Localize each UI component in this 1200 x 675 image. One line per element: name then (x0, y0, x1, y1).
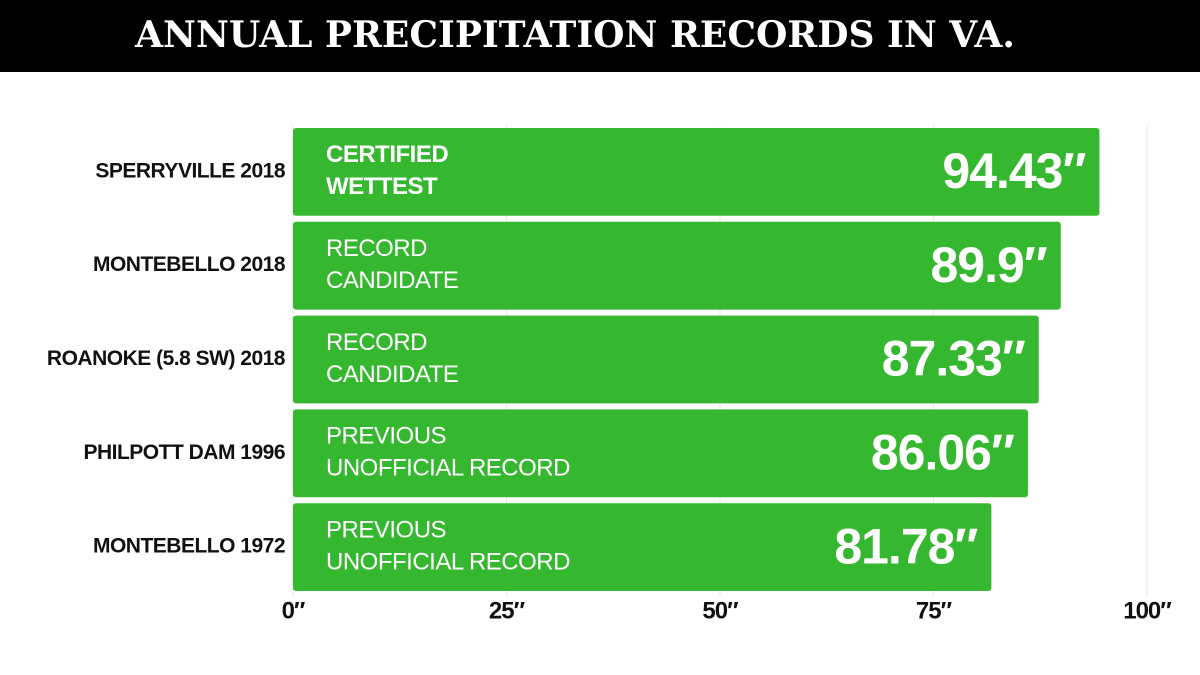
category-label: MONTEBELLO 1972 (93, 535, 285, 558)
value-label: 87.33″ (882, 331, 1026, 387)
bar-note: WETTEST (326, 173, 438, 200)
bar (293, 128, 1100, 216)
bar-note: CANDIDATE (326, 267, 458, 294)
bar-note: PREVIOUS (326, 423, 446, 450)
category-label: MONTEBELLO 2018 (93, 253, 286, 276)
value-label: 86.06″ (871, 425, 1015, 481)
bar-note: CANDIDATE (326, 361, 458, 388)
bar-note: RECORD (326, 329, 427, 356)
bar (293, 503, 992, 591)
bar-note: PREVIOUS (326, 516, 446, 543)
value-label: 81.78″ (834, 518, 978, 574)
x-tick-label: 50″ (702, 597, 739, 624)
x-tick-label: 100″ (1123, 597, 1172, 624)
bar-note: UNOFFICIAL RECORD (326, 455, 570, 482)
value-label: 94.43″ (942, 143, 1086, 199)
bar-note: RECORD (326, 235, 427, 262)
value-label: 89.9″ (930, 237, 1047, 293)
bar (293, 409, 1028, 498)
x-tick-label: 75″ (916, 597, 953, 624)
category-label: ROANOKE (5.8 SW) 2018 (47, 347, 286, 370)
x-tick-label: 0″ (282, 597, 306, 624)
category-label: PHILPOTT DAM 1996 (83, 441, 285, 464)
chart-title: ANNUAL PRECIPITATION RECORDS IN VA. (134, 14, 1015, 56)
bar (293, 315, 1039, 404)
bar (293, 221, 1061, 310)
bar-note: UNOFFICIAL RECORD (326, 548, 570, 575)
title-band (0, 0, 1200, 72)
category-label: SPERRYVILLE 2018 (95, 159, 285, 182)
bar-note: CERTIFIED (326, 141, 448, 168)
x-tick-label: 25″ (489, 597, 526, 624)
